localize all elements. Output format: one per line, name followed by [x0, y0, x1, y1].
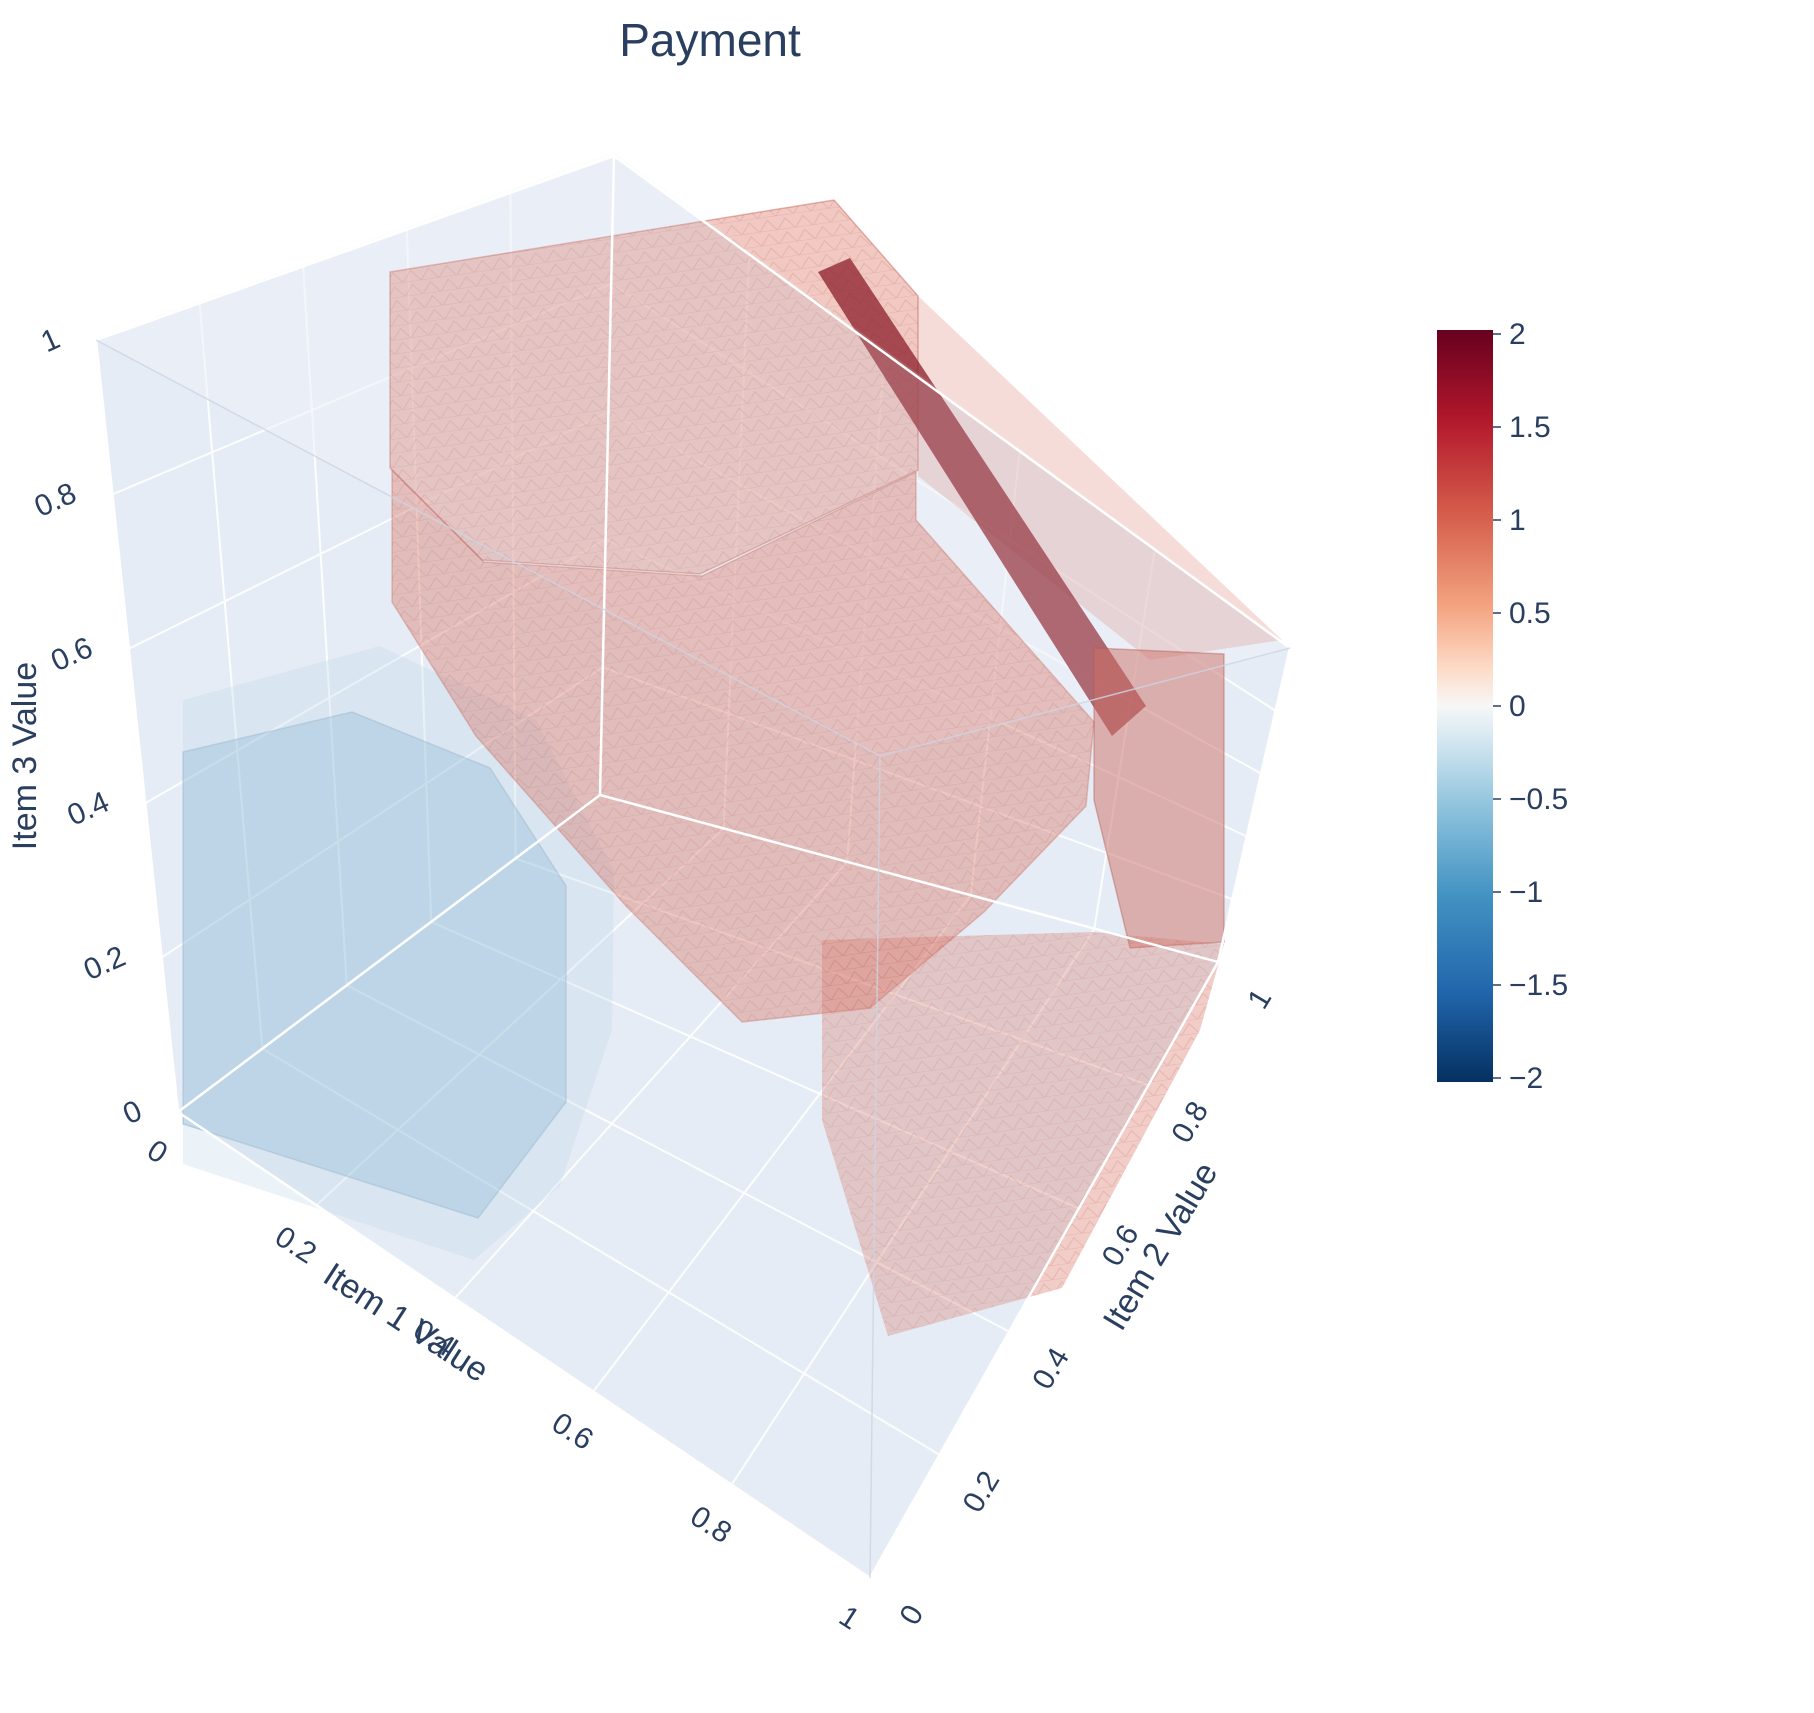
colorbar-tick-label: 0.5: [1509, 597, 1551, 630]
cube-front-edge: [869, 755, 881, 1579]
colorbar-gradient-bar: [1437, 330, 1493, 1082]
near-zero-front-haze: [96, 152, 1290, 1578]
volume-isosurfaces: [96, 152, 1290, 1578]
colorbar-tick-labels: 2 1.5 1 0.5 0 −0.5 −1 −1.5 −2: [1493, 318, 1568, 1095]
colorbar-tick-label: −1: [1509, 876, 1543, 909]
cube-edge: [177, 794, 601, 1113]
z-tick-label: 0.4: [63, 785, 115, 832]
high-value-ridge: [818, 258, 1146, 736]
cube-edge: [95, 154, 615, 342]
z-tick-label: 0.6: [46, 631, 98, 678]
x-tick-label: 0.2: [269, 1220, 322, 1270]
cube-edge: [94, 339, 180, 1113]
cube-edge: [598, 155, 616, 796]
z-axis-title: Item 3 Value: [6, 662, 44, 850]
z-tick-label: 0: [118, 1094, 147, 1131]
x-tick-label: 0: [141, 1134, 173, 1171]
positive-volume-bottom-slab-facet-texture: [822, 932, 1224, 1336]
cube-edge: [1216, 647, 1292, 963]
x-tick-label: 0.8: [684, 1500, 737, 1550]
colorbar-tick-label: 0: [1509, 690, 1526, 723]
y-tick-label: 0: [893, 1599, 930, 1630]
x-tick-label: 0.6: [546, 1406, 599, 1456]
positive-volume-top-slab-facet-texture: [390, 200, 918, 574]
colorbar-tick-label: −1.5: [1509, 969, 1568, 1002]
colorbar-tick-label: 1: [1509, 504, 1526, 537]
negative-volume-halo: [183, 646, 614, 1260]
scene-cube-edges: [94, 154, 1292, 1580]
positive-volume-central-mass-facet-texture: [392, 470, 1094, 1022]
cube-edge: [177, 1110, 871, 1580]
cube-front-edge: [879, 647, 1291, 757]
cube-edge: [613, 154, 1291, 650]
y-tick-label: 0.4: [1026, 1342, 1076, 1395]
cube-edge: [599, 793, 1219, 964]
cube-edge: [868, 961, 1220, 1579]
colorbar-tick-label: 2: [1509, 318, 1526, 351]
colorbar: 2 1.5 1 0.5 0 −0.5 −1 −1.5 −2: [1437, 318, 1568, 1095]
y-tick-label: 0.8: [1165, 1096, 1215, 1149]
grid-line: [198, 303, 264, 1049]
x-tick-label: 1: [833, 1600, 865, 1637]
y-tick-label: 0.2: [957, 1466, 1007, 1519]
y-tick-label: 1: [1241, 983, 1278, 1014]
z-tick-label: 0.8: [30, 477, 82, 524]
z-tick-label: 1: [36, 322, 65, 359]
chart-title: Payment: [619, 14, 801, 66]
positive-volume-wall-patch: [918, 296, 1282, 660]
colorbar-tick-label: −0.5: [1509, 783, 1568, 816]
z-tick-label: 0.2: [79, 940, 131, 987]
colorbar-tick-label: −2: [1509, 1062, 1543, 1095]
cube-front-edge: [95, 339, 881, 757]
colorbar-tick-label: 1.5: [1509, 411, 1551, 444]
grid-line: [261, 1047, 941, 1456]
